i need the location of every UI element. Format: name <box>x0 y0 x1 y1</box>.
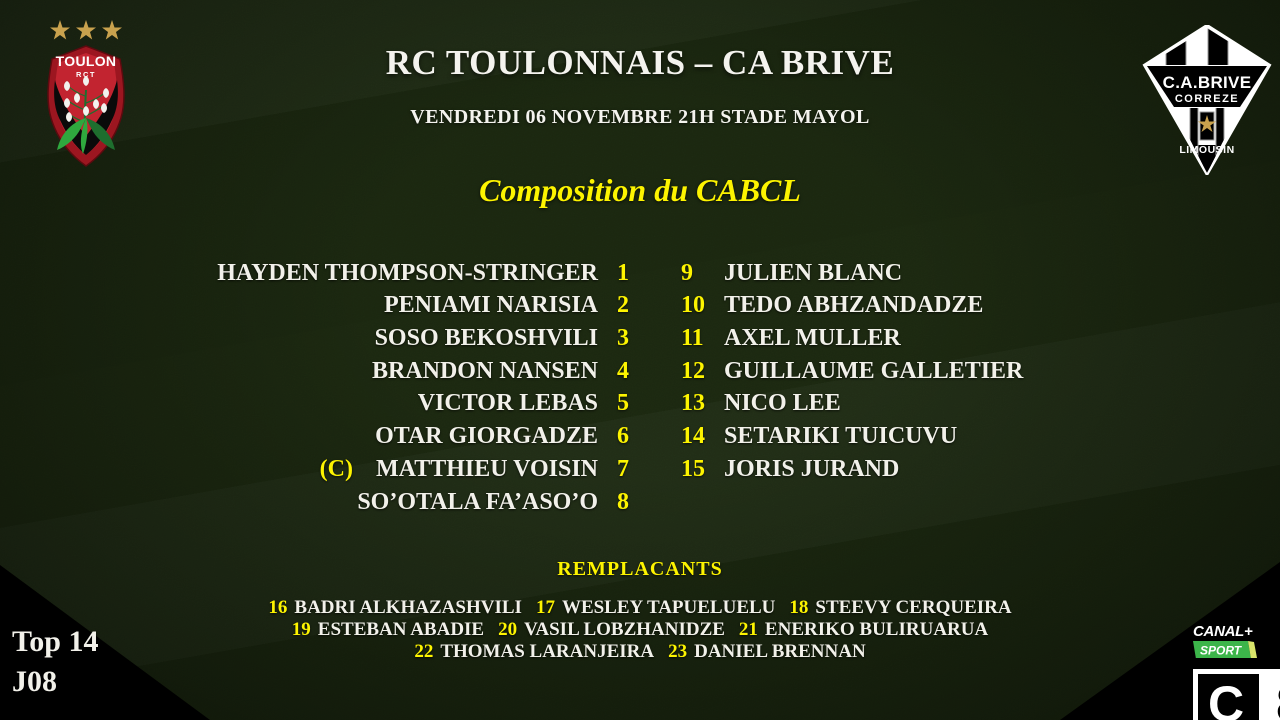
svg-text:8: 8 <box>1276 676 1280 720</box>
svg-text:C: C <box>1208 676 1244 720</box>
svg-text:LIMOUSIN: LIMOUSIN <box>1179 144 1234 156</box>
svg-text:CORREZE: CORREZE <box>1175 93 1239 105</box>
